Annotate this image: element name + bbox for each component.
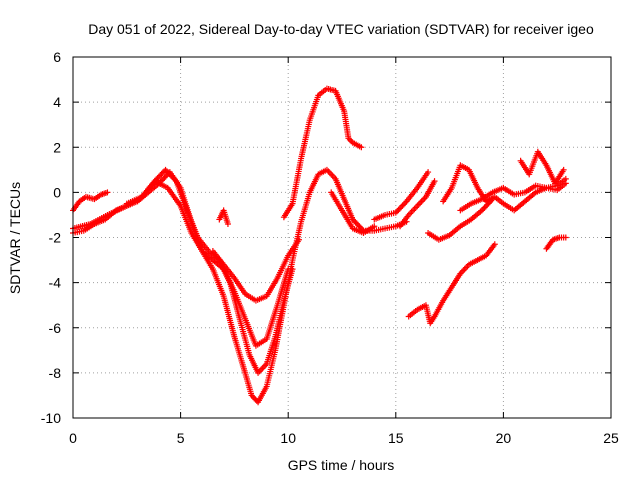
series-track6 — [216, 207, 231, 227]
data-point — [425, 169, 432, 176]
y-axis-label: SDTVAR / TECUs — [7, 182, 23, 294]
x-axis-label: GPS time / hours — [288, 457, 395, 473]
y-tick-label: 6 — [53, 49, 61, 65]
data-point — [224, 220, 231, 227]
data-point — [562, 180, 569, 187]
series-track13 — [457, 180, 569, 214]
y-tick-label: 4 — [53, 94, 61, 110]
series-track4 — [123, 178, 292, 349]
data-point — [358, 144, 365, 151]
data-point — [285, 266, 292, 273]
series-track11 — [425, 196, 496, 243]
data-point — [562, 234, 569, 241]
data-point — [491, 241, 498, 248]
series-track14 — [517, 148, 567, 187]
series-track15 — [405, 241, 498, 327]
series-track1 — [70, 189, 111, 214]
y-tick-label: -6 — [49, 320, 62, 336]
series-track12 — [440, 162, 569, 214]
y-tick-label: -8 — [49, 365, 62, 381]
series-track8 — [328, 189, 378, 236]
y-tick-label: 2 — [53, 139, 61, 155]
data-points — [70, 85, 569, 406]
series-track7 — [280, 85, 365, 221]
y-tick-label: -2 — [49, 230, 62, 246]
series-track16 — [543, 234, 569, 252]
data-point — [371, 223, 378, 230]
series-track9 — [371, 169, 432, 223]
data-point — [431, 178, 438, 185]
y-tick-label: 0 — [53, 184, 61, 200]
chart-title: Day 051 of 2022, Sidereal Day-to-day VTE… — [88, 21, 594, 37]
data-point — [560, 166, 567, 173]
data-point — [104, 189, 111, 196]
x-tick-label: 15 — [388, 430, 404, 446]
data-point — [295, 236, 302, 243]
x-tick-label: 0 — [69, 430, 77, 446]
series-track10 — [397, 178, 438, 230]
x-tick-label: 5 — [177, 430, 185, 446]
y-tick-label: -4 — [49, 275, 62, 291]
x-tick-label: 10 — [280, 430, 296, 446]
y-tick-label: -10 — [41, 410, 61, 426]
x-tick-label: 20 — [496, 430, 512, 446]
series-track5 — [209, 236, 302, 304]
x-tick-label: 25 — [603, 430, 619, 446]
